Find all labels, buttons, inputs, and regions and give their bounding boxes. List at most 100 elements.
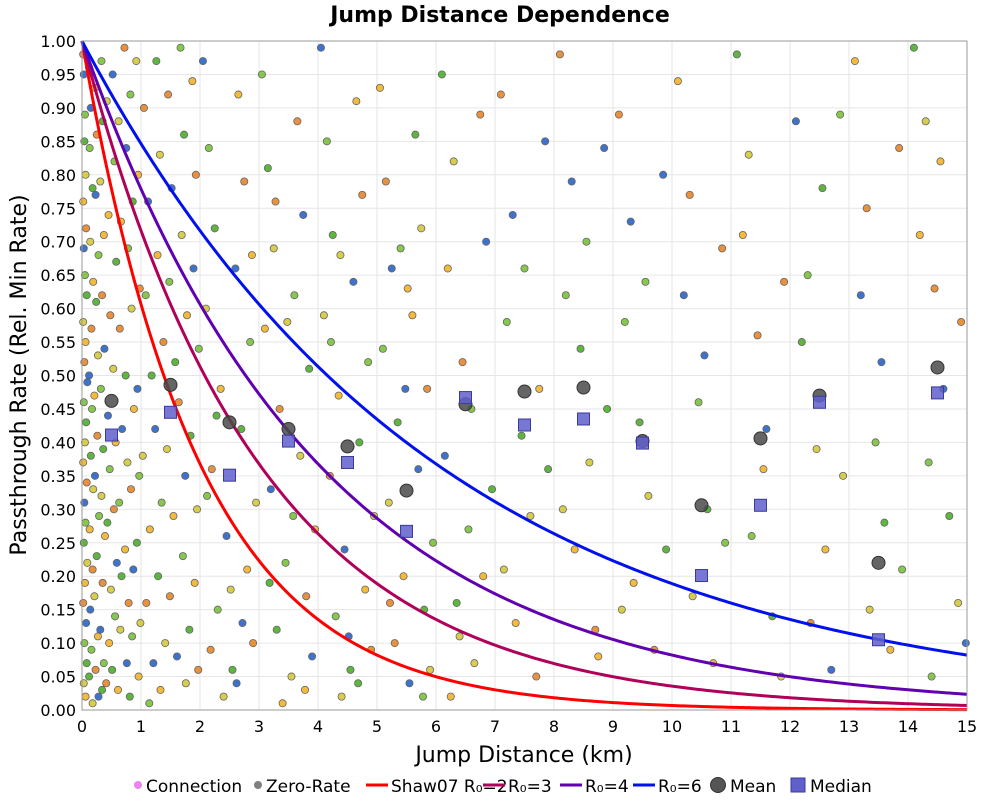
scatter-point bbox=[149, 659, 158, 668]
scatter-point bbox=[921, 117, 930, 126]
scatter-point bbox=[862, 204, 871, 213]
scatter-point bbox=[334, 391, 343, 400]
curve-r0-2 bbox=[80, 40, 968, 712]
y-tick-label: 0.00 bbox=[40, 701, 76, 720]
scatter-point bbox=[98, 578, 107, 587]
scatter-point bbox=[685, 190, 694, 199]
scatter-point bbox=[502, 317, 511, 326]
scatter-point bbox=[138, 451, 147, 460]
x-tick-label: 0 bbox=[77, 717, 87, 736]
scatter-point bbox=[80, 438, 89, 447]
mean-marker bbox=[399, 483, 414, 498]
scatter-point bbox=[109, 505, 118, 514]
scatter-point bbox=[384, 498, 393, 507]
scatter-point bbox=[80, 271, 89, 280]
scatter-point bbox=[124, 598, 133, 607]
scatter-point bbox=[909, 43, 918, 52]
mean-marker bbox=[694, 498, 709, 513]
scatter-point bbox=[126, 90, 135, 99]
scatter-point bbox=[112, 558, 121, 567]
scatter-point bbox=[99, 231, 108, 240]
legend-marker bbox=[790, 777, 806, 793]
scatter-point bbox=[109, 364, 118, 373]
scatter-point bbox=[104, 210, 113, 219]
x-tick-label: 4 bbox=[313, 717, 323, 736]
scatter-point bbox=[305, 364, 314, 373]
scatter-point bbox=[585, 458, 594, 467]
scatter-point bbox=[945, 511, 954, 520]
scatter-point bbox=[79, 398, 88, 407]
median-marker bbox=[931, 386, 944, 400]
mean-marker bbox=[340, 439, 355, 454]
scatter-point bbox=[145, 699, 154, 708]
scatter-point bbox=[79, 538, 88, 547]
scatter-point bbox=[511, 619, 520, 628]
scatter-point bbox=[99, 445, 108, 454]
scatter-point bbox=[644, 491, 653, 500]
scatter-point bbox=[94, 692, 103, 701]
y-tick-label: 0.55 bbox=[40, 333, 76, 352]
scatter-point bbox=[194, 344, 203, 353]
y-tick-label: 0.20 bbox=[40, 567, 76, 586]
scatter-point bbox=[275, 404, 284, 413]
scatter-point bbox=[423, 384, 432, 393]
scatter-point bbox=[403, 284, 412, 293]
scatter-point bbox=[106, 585, 115, 594]
scatter-point bbox=[508, 210, 517, 219]
scatter-point bbox=[87, 324, 96, 333]
x-tick-label: 10 bbox=[662, 717, 682, 736]
scatter-point bbox=[79, 244, 88, 253]
scatter-point bbox=[86, 237, 95, 246]
scatter-point bbox=[246, 338, 255, 347]
scatter-point bbox=[117, 572, 126, 581]
scatter-point bbox=[151, 425, 160, 434]
scatter-point bbox=[954, 598, 963, 607]
scatter-point bbox=[558, 505, 567, 514]
scatter-point bbox=[165, 592, 174, 601]
scatter-point bbox=[535, 384, 544, 393]
legend-label: R₀=4 bbox=[585, 777, 629, 797]
y-tick-label: 0.70 bbox=[40, 233, 76, 252]
scatter-point bbox=[115, 324, 124, 333]
scatter-point bbox=[346, 665, 355, 674]
scatter-point bbox=[358, 190, 367, 199]
scatter-point bbox=[198, 57, 207, 66]
scatter-point bbox=[266, 485, 275, 494]
scatter-point bbox=[162, 445, 171, 454]
scatter-point bbox=[302, 592, 311, 601]
scatter-point bbox=[673, 77, 682, 86]
median-marker bbox=[695, 569, 708, 583]
mean-marker bbox=[281, 422, 296, 437]
scatter-point bbox=[219, 692, 228, 701]
y-tick-label: 1.00 bbox=[40, 32, 76, 51]
scatter-point bbox=[856, 291, 865, 300]
scatter-point bbox=[99, 659, 108, 668]
scatter-point bbox=[405, 679, 414, 688]
scatter-point bbox=[95, 511, 104, 520]
scatter-point bbox=[81, 518, 90, 527]
scatter-point bbox=[103, 411, 112, 420]
scatter-point bbox=[185, 625, 194, 634]
median-marker bbox=[813, 395, 826, 409]
scatter-point bbox=[688, 592, 697, 601]
scatter-point bbox=[188, 77, 197, 86]
scatter-point bbox=[92, 297, 101, 306]
scatter-point bbox=[635, 418, 644, 427]
scatter-point bbox=[555, 50, 564, 59]
scatter-point bbox=[399, 572, 408, 581]
scatter-point bbox=[157, 498, 166, 507]
scatter-point bbox=[159, 338, 168, 347]
scatter-point bbox=[296, 451, 305, 460]
scatter-point bbox=[301, 685, 310, 694]
scatter-point bbox=[82, 224, 91, 233]
scatter-point bbox=[232, 679, 241, 688]
scatter-point bbox=[234, 90, 243, 99]
scatter-point bbox=[283, 317, 292, 326]
scatter-point bbox=[361, 585, 370, 594]
scatter-point bbox=[80, 639, 89, 648]
scatter-point bbox=[850, 57, 859, 66]
scatter-point bbox=[132, 57, 141, 66]
scatter-point bbox=[387, 264, 396, 273]
scatter-point bbox=[108, 70, 117, 79]
scatter-point bbox=[331, 612, 340, 621]
